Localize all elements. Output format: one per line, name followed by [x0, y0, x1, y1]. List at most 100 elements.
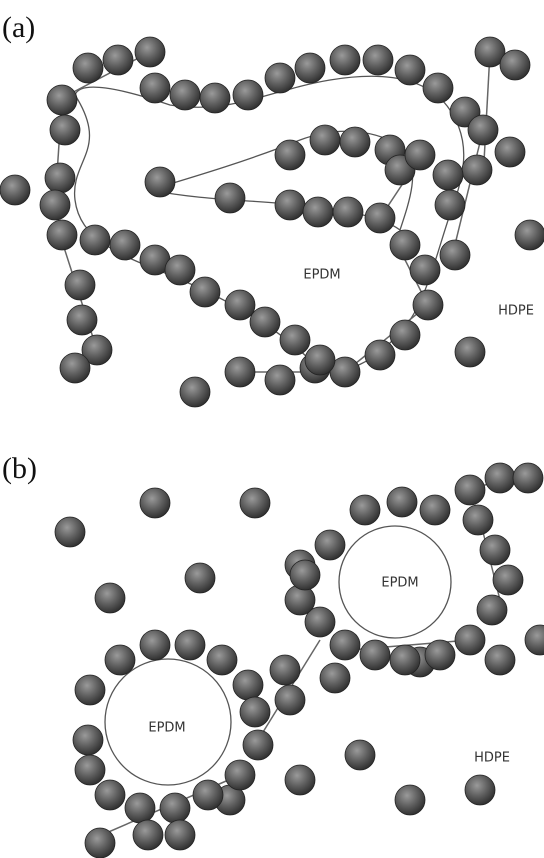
bead	[310, 125, 340, 155]
bead	[423, 73, 453, 103]
bead	[485, 463, 515, 493]
bead	[493, 565, 523, 595]
bead	[65, 270, 95, 300]
bead	[47, 85, 77, 115]
bead	[75, 755, 105, 785]
region-label: EPDM	[381, 576, 418, 591]
bead	[395, 785, 425, 815]
bead	[420, 495, 450, 525]
bead	[47, 220, 77, 250]
bead	[303, 197, 333, 227]
bead	[330, 45, 360, 75]
bead	[55, 517, 85, 547]
bead	[265, 63, 295, 93]
panel-label: (b)	[2, 452, 37, 485]
bead	[75, 675, 105, 705]
bead	[250, 307, 280, 337]
bead	[275, 685, 305, 715]
bead	[363, 45, 393, 75]
region-label: EPDM	[303, 268, 340, 283]
bead	[50, 115, 80, 145]
bead	[225, 760, 255, 790]
bead	[413, 290, 443, 320]
bead	[340, 127, 370, 157]
bead	[60, 353, 90, 383]
bead	[190, 277, 220, 307]
bead	[275, 190, 305, 220]
bead	[477, 595, 507, 625]
bead	[45, 163, 75, 193]
bead	[67, 305, 97, 335]
bead	[315, 530, 345, 560]
bead	[95, 583, 125, 613]
bead	[73, 725, 103, 755]
bead	[85, 828, 115, 858]
bead	[410, 255, 440, 285]
bead	[525, 625, 544, 655]
bead	[225, 290, 255, 320]
bead	[233, 80, 263, 110]
bead	[463, 505, 493, 535]
bead	[73, 53, 103, 83]
bead	[425, 640, 455, 670]
bead	[365, 203, 395, 233]
bead	[320, 663, 350, 693]
bead	[80, 225, 110, 255]
bead	[440, 240, 470, 270]
bead	[170, 80, 200, 110]
bead	[462, 155, 492, 185]
bead	[480, 535, 510, 565]
bead	[285, 765, 315, 795]
bead	[193, 780, 223, 810]
bead	[513, 463, 543, 493]
bead	[405, 140, 435, 170]
bead	[350, 495, 380, 525]
bead	[345, 740, 375, 770]
bead	[165, 255, 195, 285]
bead	[110, 230, 140, 260]
region-label: EPDM	[148, 721, 185, 736]
bead	[160, 793, 190, 823]
bead	[243, 730, 273, 760]
bead	[233, 670, 263, 700]
bead	[500, 50, 530, 80]
bead	[140, 73, 170, 103]
bead	[455, 625, 485, 655]
bead	[207, 645, 237, 675]
bead	[280, 325, 310, 355]
bead	[175, 630, 205, 660]
bead	[105, 645, 135, 675]
bead	[330, 630, 360, 660]
bead	[495, 137, 525, 167]
figure: (a) EPDM HDPE (b) EPDM EPDM HDPE	[0, 0, 544, 858]
bead-group	[0, 37, 544, 858]
bead	[275, 140, 305, 170]
page: (a) EPDM HDPE (b) EPDM EPDM HDPE (() => …	[0, 0, 544, 858]
bead	[140, 630, 170, 660]
bead	[180, 377, 210, 407]
region-label: HDPE	[498, 304, 534, 319]
bead	[240, 488, 270, 518]
bead	[103, 45, 133, 75]
bead	[215, 183, 245, 213]
bead	[295, 53, 325, 83]
bead	[465, 775, 495, 805]
bead	[365, 340, 395, 370]
bead	[468, 115, 498, 145]
bead	[395, 55, 425, 85]
bead	[0, 175, 30, 205]
region-label: HDPE	[474, 751, 510, 766]
bead	[125, 793, 155, 823]
bead	[240, 697, 270, 727]
bead	[305, 345, 335, 375]
bead	[40, 190, 70, 220]
bead	[435, 190, 465, 220]
bead	[225, 357, 255, 387]
bead	[485, 645, 515, 675]
bead	[95, 780, 125, 810]
bead	[290, 560, 320, 590]
bead	[455, 475, 485, 505]
bead	[390, 645, 420, 675]
bead	[387, 487, 417, 517]
bead	[360, 640, 390, 670]
